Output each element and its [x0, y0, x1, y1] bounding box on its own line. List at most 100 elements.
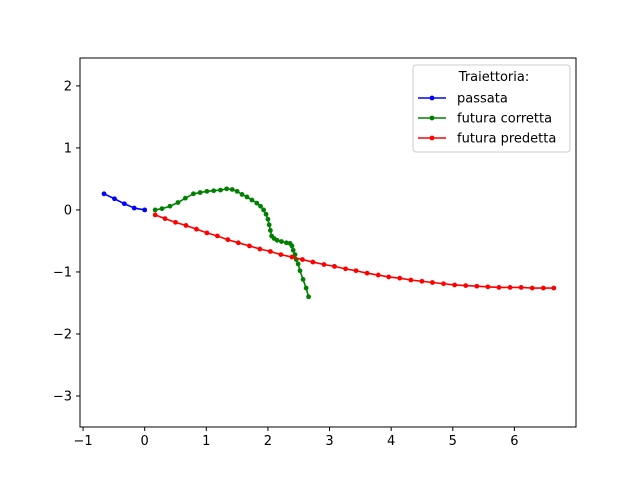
data-point-futura-corretta-33: [295, 261, 301, 267]
data-point-futura-predetta-29: [463, 283, 469, 288]
data-point-futura-corretta-34: [297, 268, 303, 274]
y-tick-label: −1: [53, 265, 72, 280]
data-point-futura-predetta-11: [267, 249, 273, 254]
x-axis: −1 0 1 2 3 4 5 6: [73, 427, 519, 449]
x-tick-label: 3: [325, 434, 333, 449]
y-tick-label: −3: [53, 389, 72, 404]
legend-entry-passata: passata: [418, 92, 508, 107]
data-point-futura-corretta-3: [175, 200, 181, 205]
legend-entry-futura-corretta: futura corretta: [418, 112, 552, 127]
data-point-futura-predetta-2: [173, 219, 178, 225]
data-point-futura-predetta-1: [162, 216, 168, 222]
data-point-futura-corretta-27: [284, 240, 289, 246]
data-point-futura-predetta-21: [375, 272, 381, 278]
series-futura-corretta: [152, 186, 311, 300]
data-point-futura-predetta-32: [496, 285, 502, 290]
legend-box: [412, 64, 571, 153]
series-futura-predetta: [152, 212, 557, 291]
legend-label: futura corretta: [457, 112, 552, 127]
data-point-futura-predetta-12: [278, 252, 284, 257]
data-point-futura-corretta-15: [249, 197, 255, 203]
data-point-futura-predetta-9: [247, 243, 252, 249]
data-point-futura-predetta-8: [235, 240, 241, 246]
data-point-passata-4: [142, 207, 148, 213]
y-tick-label: 2: [64, 79, 72, 94]
series-passata: [101, 191, 148, 213]
data-point-futura-predetta-18: [343, 266, 348, 272]
data-point-futura-corretta-2: [167, 203, 173, 209]
data-point-futura-corretta-37: [306, 294, 311, 300]
legend-label: passata: [457, 92, 508, 107]
legend-entry-futura-predetta: futura predetta: [418, 132, 556, 147]
data-point-futura-corretta-5: [190, 191, 196, 197]
data-point-futura-predetta-19: [353, 268, 359, 274]
series-layer: [101, 186, 557, 300]
legend-swatch-marker: [429, 135, 435, 141]
data-point-futura-corretta-0: [152, 207, 158, 213]
data-point-passata-1: [112, 196, 117, 202]
data-point-futura-predetta-24: [408, 277, 414, 283]
legend-label: futura predetta: [457, 132, 556, 147]
data-point-futura-predetta-14: [300, 257, 305, 262]
data-point-futura-predetta-5: [204, 230, 210, 236]
data-point-futura-predetta-6: [215, 233, 220, 239]
data-point-futura-predetta-13: [289, 254, 295, 260]
y-axis: 2 1 0 −1 −2 −3: [53, 79, 80, 404]
data-point-futura-corretta-6: [197, 190, 203, 195]
data-point-futura-corretta-7: [204, 188, 210, 194]
data-point-futura-corretta-4: [182, 195, 188, 201]
x-tick-label: −1: [73, 434, 92, 449]
data-point-futura-predetta-31: [485, 284, 491, 290]
data-point-futura-corretta-13: [239, 192, 245, 197]
data-point-futura-corretta-9: [218, 187, 223, 193]
data-point-futura-predetta-27: [441, 281, 446, 287]
legend: Traiettoria: passata futura corretta futur…: [412, 64, 571, 153]
x-tick-label: 6: [510, 434, 518, 449]
data-point-futura-predetta-30: [474, 283, 480, 289]
data-point-futura-predetta-26: [430, 280, 435, 285]
data-point-passata-0: [101, 191, 107, 197]
data-point-futura-predetta-17: [332, 263, 337, 269]
data-point-futura-predetta-36: [540, 285, 546, 291]
data-point-futura-corretta-25: [274, 237, 280, 243]
data-point-futura-predetta-3: [183, 223, 189, 228]
data-point-futura-corretta-16: [254, 200, 260, 206]
data-point-passata-2: [121, 201, 127, 207]
data-point-futura-predetta-33: [507, 285, 513, 290]
x-tick-label: 5: [449, 434, 457, 449]
data-point-futura-predetta-37: [551, 285, 557, 291]
data-point-futura-corretta-30: [290, 247, 296, 253]
y-tick-label: 1: [64, 141, 72, 156]
x-tick-label: 1: [202, 434, 210, 449]
data-point-futura-predetta-34: [518, 285, 524, 290]
data-point-futura-predetta-20: [364, 270, 370, 276]
legend-swatch-marker: [429, 115, 435, 121]
data-point-futura-predetta-7: [225, 237, 231, 243]
data-point-futura-corretta-35: [300, 277, 306, 282]
data-point-futura-corretta-12: [234, 188, 240, 194]
plot-frame: [79, 57, 577, 428]
data-point-futura-corretta-1: [159, 206, 165, 212]
data-point-futura-corretta-22: [267, 228, 273, 233]
data-point-futura-corretta-19: [263, 211, 269, 217]
data-point-futura-corretta-8: [211, 188, 217, 194]
legend-entries: passata futura corretta futura predetta: [418, 92, 556, 147]
data-point-futura-predetta-25: [419, 278, 425, 284]
legend-title: Traiettoria:: [458, 70, 529, 85]
data-point-futura-predetta-4: [194, 226, 199, 232]
data-point-futura-predetta-22: [386, 274, 392, 280]
data-point-futura-predetta-35: [529, 285, 535, 291]
data-point-futura-corretta-21: [266, 222, 272, 228]
x-tick-label: 2: [264, 434, 272, 449]
data-point-futura-corretta-20: [265, 216, 271, 222]
data-point-futura-corretta-17: [258, 203, 263, 209]
data-point-passata-3: [131, 205, 137, 211]
y-tick-label: 0: [64, 203, 72, 218]
data-point-futura-predetta-0: [152, 212, 158, 218]
legend-swatch-marker: [429, 95, 435, 101]
x-tick-label: 4: [387, 434, 395, 449]
data-point-futura-corretta-10: [224, 186, 230, 192]
data-point-futura-predetta-15: [310, 259, 316, 265]
